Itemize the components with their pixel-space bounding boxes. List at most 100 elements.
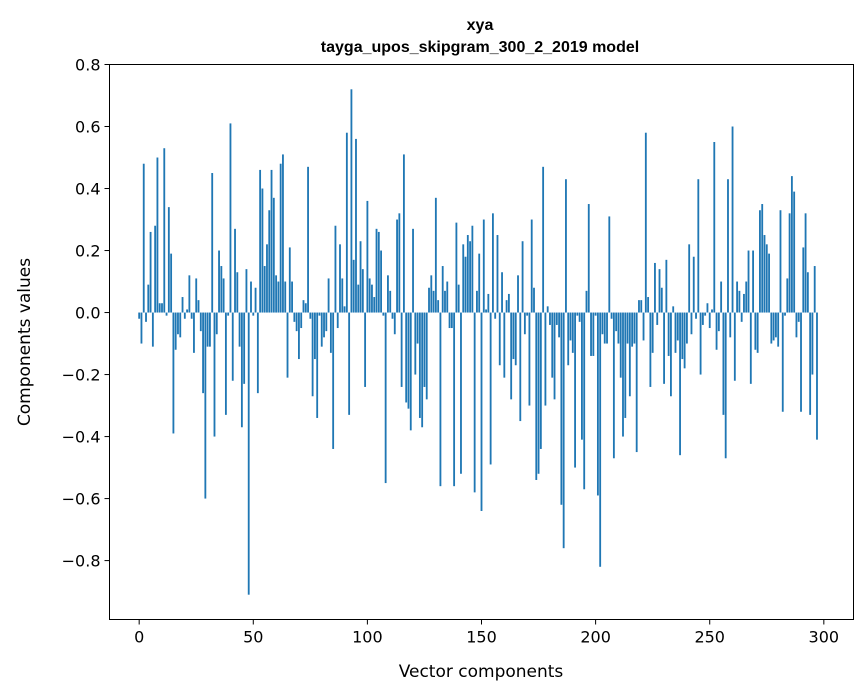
bar-224 xyxy=(649,312,652,387)
bar-205 xyxy=(606,312,608,344)
bar-180 xyxy=(549,312,551,325)
bar-138 xyxy=(453,312,456,487)
bar-147 xyxy=(473,312,476,493)
bar-24 xyxy=(193,312,195,353)
bar-240 xyxy=(685,312,688,344)
bar-232 xyxy=(667,312,670,356)
bar-254 xyxy=(717,312,720,332)
bar-42 xyxy=(234,228,236,313)
bar-278 xyxy=(772,312,775,341)
bar-292 xyxy=(804,213,807,313)
bar-161 xyxy=(505,300,508,313)
x-tick-label-150: 150 xyxy=(466,628,497,647)
bar-255 xyxy=(720,281,723,313)
bar-192 xyxy=(576,312,579,316)
bar-28 xyxy=(202,312,204,394)
bar-218 xyxy=(635,312,638,453)
bar-129 xyxy=(432,290,435,313)
bar-23 xyxy=(190,312,193,319)
y-tick-label-4: 0.0 xyxy=(75,304,100,323)
bar-263 xyxy=(738,290,741,313)
bar-94 xyxy=(352,259,355,313)
bar-16 xyxy=(174,312,177,350)
bar-39 xyxy=(227,312,230,316)
bar-110 xyxy=(389,290,392,313)
bars-group xyxy=(138,89,818,595)
y-tick-label-3: −0.2 xyxy=(62,366,101,385)
bar-22 xyxy=(188,275,191,313)
bar-271 xyxy=(756,312,759,353)
bar-52 xyxy=(256,312,259,394)
bar-61 xyxy=(277,281,280,313)
bar-174 xyxy=(535,312,538,480)
bar-145 xyxy=(469,241,472,313)
bar-90 xyxy=(343,306,346,313)
y-tick-label-6: 0.4 xyxy=(75,180,100,199)
bar-33 xyxy=(213,312,216,437)
bar-262 xyxy=(736,281,739,313)
bar-58 xyxy=(270,169,273,313)
bar-101 xyxy=(368,278,371,313)
bar-66 xyxy=(288,247,291,313)
bar-155 xyxy=(492,213,494,313)
bar-151 xyxy=(482,219,485,313)
bar-97 xyxy=(359,241,362,313)
bar-146 xyxy=(471,225,474,313)
bar-287 xyxy=(793,191,796,313)
bar-133 xyxy=(441,266,444,313)
bar-68 xyxy=(293,312,296,322)
bar-283 xyxy=(784,312,786,316)
bar-276 xyxy=(768,253,770,313)
bar-193 xyxy=(578,312,581,322)
bar-200 xyxy=(594,312,597,316)
bar-166 xyxy=(517,275,519,313)
bar-178 xyxy=(544,312,547,406)
bar-159 xyxy=(501,272,503,313)
bar-49 xyxy=(250,281,252,313)
bar-3 xyxy=(145,312,147,322)
bar-71 xyxy=(300,312,303,329)
bar-74 xyxy=(307,166,309,313)
bar-238 xyxy=(681,312,684,360)
bar-30 xyxy=(206,312,209,347)
bar-175 xyxy=(537,312,540,474)
bar-136 xyxy=(448,312,451,329)
bar-15 xyxy=(172,312,175,434)
bar-67 xyxy=(291,281,293,313)
bar-81 xyxy=(323,312,325,338)
bar-104 xyxy=(375,228,378,313)
bar-89 xyxy=(341,278,344,313)
bar-209 xyxy=(615,312,618,332)
bar-296 xyxy=(813,266,816,313)
bar-168 xyxy=(521,241,524,313)
bar-134 xyxy=(444,290,446,313)
bar-157 xyxy=(496,235,499,313)
bar-37 xyxy=(222,278,225,313)
bar-127 xyxy=(428,287,430,313)
y-tick-label-8: 0.8 xyxy=(75,56,100,75)
bar-250 xyxy=(708,312,711,329)
bar-214 xyxy=(626,312,629,344)
y-axis-ticks: −0.8 −0.6 −0.4 −0.2 0.0 0.2 0.4 0.6 0.8 xyxy=(62,56,110,571)
bar-14 xyxy=(170,253,173,313)
bar-86 xyxy=(334,225,337,313)
bar-280 xyxy=(777,312,780,347)
bar-137 xyxy=(450,312,453,329)
bar-257 xyxy=(724,312,727,459)
bar-217 xyxy=(633,312,636,344)
bar-253 xyxy=(715,312,718,350)
bar-153 xyxy=(487,293,490,313)
chart-subtitle: tayga_upos_skipgram_300_2_2019 model xyxy=(321,39,639,56)
bar-126 xyxy=(425,312,428,400)
bar-113 xyxy=(396,219,398,313)
bar-158 xyxy=(498,312,501,366)
bar-139 xyxy=(455,222,458,313)
bar-220 xyxy=(640,300,643,313)
bar-258 xyxy=(727,179,729,313)
bar-6 xyxy=(151,312,154,347)
bar-229 xyxy=(660,287,663,313)
bar-239 xyxy=(683,312,686,369)
bar-177 xyxy=(542,166,545,313)
bar-9 xyxy=(158,303,161,313)
bar-272 xyxy=(759,210,761,313)
